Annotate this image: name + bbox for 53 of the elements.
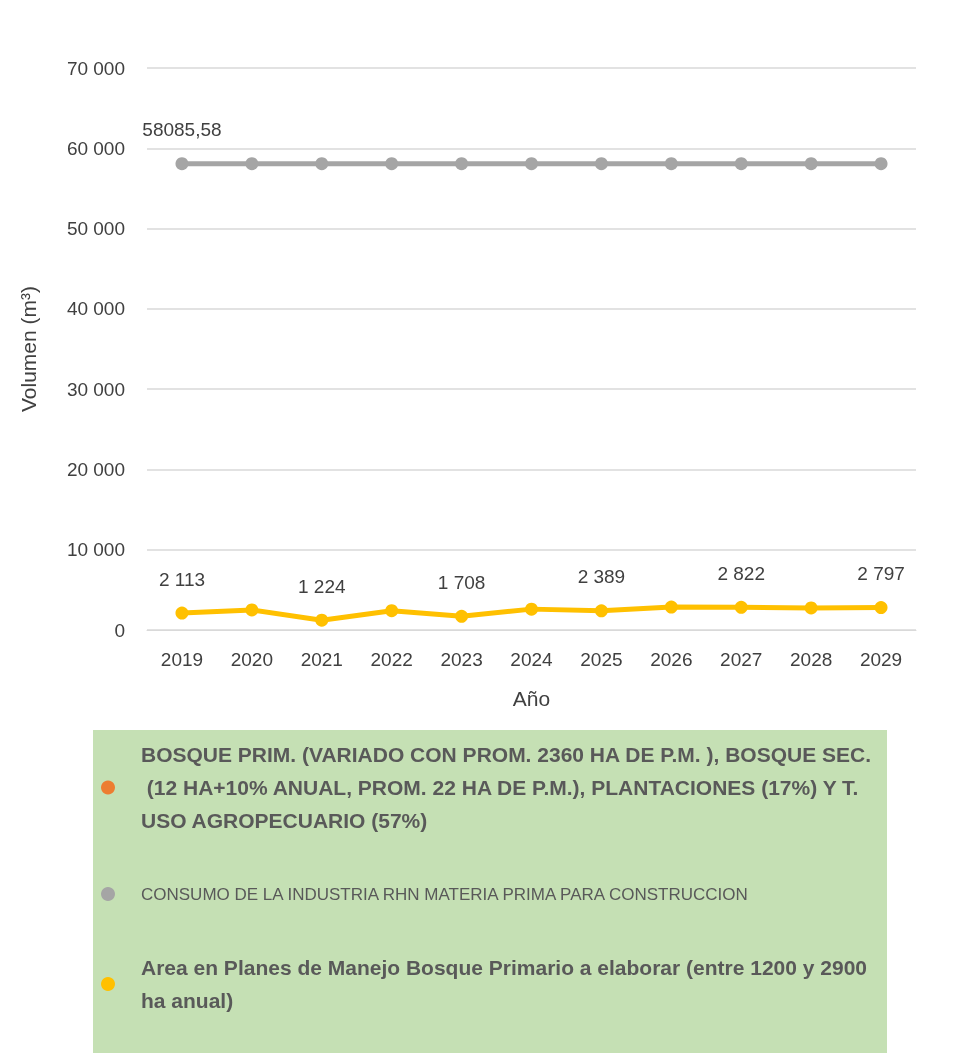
x-tick-label: 2027: [720, 649, 763, 670]
data-label: 2 797: [857, 563, 905, 585]
legend-label: BOSQUE PRIM. (VARIADO CON PROM. 2360 HA DE P.M. ), BOSQUE SEC. (12 HA+10% ANUAL, PROM. 22 HA DE P.M.), PLANTACIONES (17%) Y T. USO AGROPECUARIO (57%): [141, 743, 872, 832]
point: [175, 157, 189, 171]
x-tick-label: 2020: [230, 649, 273, 670]
point: [525, 602, 538, 616]
point: [874, 601, 888, 615]
point: [385, 157, 399, 171]
y-tick-label: 30 000: [66, 378, 125, 400]
x-tick-label: 2022: [370, 649, 413, 670]
x-tick-label: 2029: [859, 649, 903, 670]
data-label: 58085,58: [142, 119, 222, 141]
point: [175, 606, 189, 620]
x-tick-label: 2019: [160, 649, 204, 670]
data-label: 2 113: [158, 568, 206, 590]
point: [734, 600, 748, 614]
y-tick-label: 0: [114, 619, 125, 641]
point: [315, 613, 329, 627]
point: [664, 157, 678, 171]
y-tick-label: 10 000: [66, 539, 125, 561]
point: [315, 157, 329, 171]
data-label: 2 389: [577, 566, 626, 588]
y-tick-label: 70 000: [66, 57, 125, 79]
point: [455, 157, 469, 171]
point: [455, 609, 469, 623]
point: [734, 157, 748, 171]
legend-label: Area en Planes de Manejo Bosque Primario a elaborar (entre 1200 y 2900 ha anual): [141, 956, 873, 1012]
point: [594, 157, 608, 171]
x-tick-label: 2023: [440, 649, 483, 670]
x-tick-label: 2025: [580, 649, 623, 670]
data-label: 1 708: [437, 571, 486, 593]
point: [594, 604, 608, 618]
point: [664, 600, 678, 614]
y-tick-label: 50 000: [66, 218, 125, 240]
data-label: 1 224: [298, 575, 346, 597]
legend-label: CONSUMO DE LA INDUSTRIA RHN MATERIA PRIMA PARA CONSTRUCCION: [141, 884, 748, 904]
y-tick-label: 40 000: [66, 298, 125, 320]
point: [804, 157, 818, 171]
point: [525, 157, 538, 171]
point: [874, 157, 888, 171]
x-tick-label: 2026: [650, 649, 693, 670]
x-tick-label: 2024: [510, 649, 554, 670]
y-tick-label: 20 000: [66, 458, 125, 480]
point: [804, 601, 818, 615]
point: [245, 157, 259, 171]
y-tick-label: 60 000: [66, 137, 125, 159]
y-axis-title: Volumen (m³): [17, 285, 40, 413]
x-axis-title: Año: [512, 687, 551, 710]
x-tick-label: 2021: [300, 649, 343, 670]
data-label: 2 822: [717, 562, 765, 584]
point: [385, 604, 399, 618]
point: [245, 603, 259, 617]
x-tick-label: 2028: [790, 649, 833, 670]
